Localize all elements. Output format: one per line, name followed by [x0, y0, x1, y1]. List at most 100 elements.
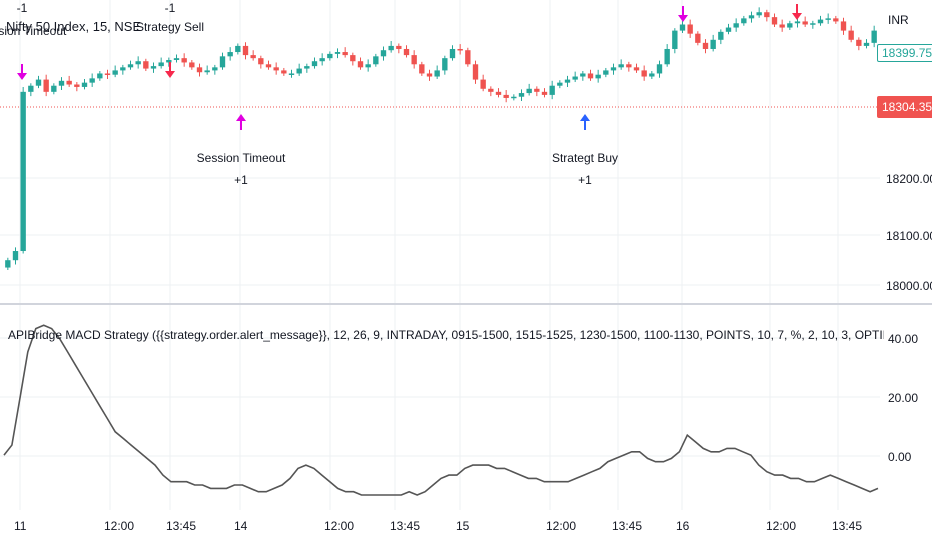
indicator-title[interactable]: APIBridge MACD Strategy ({{strategy.orde… — [8, 328, 884, 342]
candle-body — [626, 64, 632, 68]
candle-body — [610, 67, 617, 71]
candle-body — [81, 82, 88, 87]
candle-body — [580, 73, 586, 77]
candle-body — [357, 61, 364, 68]
candle-body — [810, 23, 816, 25]
time-label: 13:45 — [612, 519, 642, 533]
time-label: 13:45 — [390, 519, 420, 533]
symbol-title[interactable]: Nifty 50 Index, 15, NSE — [6, 19, 142, 34]
candle-body — [120, 67, 126, 71]
candle-body — [373, 56, 379, 65]
candle-body — [112, 70, 118, 75]
candle-body — [649, 73, 655, 77]
candle-body — [97, 73, 103, 79]
signal-label: Strategt Buy — [552, 151, 618, 165]
indicator-axis[interactable]: 40.00 20.00 0.00 — [888, 332, 918, 464]
candle-body — [848, 30, 854, 40]
candle-body — [603, 70, 609, 75]
signal-label: Session Timeout — [0, 24, 67, 38]
candle-body — [702, 42, 709, 49]
candle-body — [764, 12, 770, 18]
candle-body — [20, 91, 26, 252]
candle-body — [756, 12, 762, 16]
candle-body — [173, 58, 180, 60]
time-label: 13:45 — [166, 519, 196, 533]
time-axis[interactable]: 11 12:00 13:45 14 12:00 13:45 15 12:00 1… — [14, 519, 862, 533]
candle-body — [258, 58, 264, 65]
candle-body — [511, 96, 517, 99]
last-price-badge: 18399.75 — [877, 44, 932, 62]
candle-body — [564, 79, 571, 83]
candle-body — [419, 64, 425, 74]
candle-body — [656, 64, 663, 74]
candle-body — [327, 53, 333, 59]
candlestick-series — [5, 7, 877, 270]
candle-body — [779, 24, 785, 28]
price-tick: 18100.00 — [886, 229, 932, 243]
candle-body — [664, 48, 670, 65]
candle-body — [748, 15, 755, 19]
time-label: 15 — [456, 519, 470, 533]
candle-body — [74, 84, 80, 87]
signal-label: +1 — [578, 173, 592, 187]
candle-body — [311, 61, 318, 67]
candle-body — [618, 64, 624, 68]
candle-body — [480, 79, 486, 89]
candle-body — [595, 74, 601, 79]
candle-body — [58, 80, 65, 86]
signal-label: -1 — [17, 1, 28, 15]
time-label: 14 — [234, 519, 248, 533]
candle-body — [35, 79, 42, 86]
time-label: 12:00 — [104, 519, 134, 533]
price-axis[interactable]: 18200.00 18100.00 18000.00 — [886, 172, 932, 293]
candle-body — [518, 93, 525, 97]
signal-arrow-head — [792, 13, 802, 20]
candle-body — [212, 67, 218, 71]
time-label: 12:00 — [546, 519, 576, 533]
candle-body — [219, 56, 226, 68]
candle-body — [695, 33, 701, 43]
candle-body — [158, 62, 164, 67]
time-label: 12:00 — [766, 519, 796, 533]
candle-body — [679, 24, 686, 31]
candle-body — [388, 45, 394, 51]
candle-body — [304, 66, 310, 69]
time-label: 12:00 — [324, 519, 354, 533]
candle-body — [741, 18, 747, 24]
candle-body — [541, 91, 548, 95]
candle-body — [725, 27, 732, 32]
candle-body — [442, 58, 448, 71]
price-tick: 18000.00 — [886, 279, 932, 293]
indicator-tick: 0.00 — [888, 450, 912, 464]
candle-body — [273, 67, 279, 71]
candle-body — [825, 18, 831, 20]
candle-body — [265, 64, 272, 68]
signal-labels: -1 Session Timeout -1 Strategy Sell Sess… — [0, 1, 618, 187]
candle-body — [526, 88, 532, 94]
candle-body — [871, 30, 877, 43]
candle-body — [549, 85, 555, 95]
candle-body — [5, 260, 11, 268]
candle-body — [204, 70, 210, 73]
candle-body — [488, 88, 494, 92]
candle-body — [365, 64, 371, 68]
candle-body — [641, 70, 647, 77]
candle-body — [227, 52, 233, 57]
candle-body — [135, 61, 141, 65]
candle-body — [342, 52, 348, 56]
time-label: 13:45 — [832, 519, 862, 533]
candle-body — [457, 48, 463, 51]
candle-body — [104, 73, 111, 75]
candle-body — [411, 55, 417, 65]
candle-body — [288, 73, 295, 75]
candle-body — [817, 19, 824, 24]
candle-body — [250, 55, 256, 59]
candle-body — [43, 79, 49, 92]
candle-body — [587, 73, 594, 79]
candle-body — [833, 18, 839, 22]
signal-label: +1 — [234, 173, 248, 187]
candle-body — [495, 91, 502, 95]
candle-body — [840, 21, 847, 31]
macd-polyline — [3, 324, 879, 496]
